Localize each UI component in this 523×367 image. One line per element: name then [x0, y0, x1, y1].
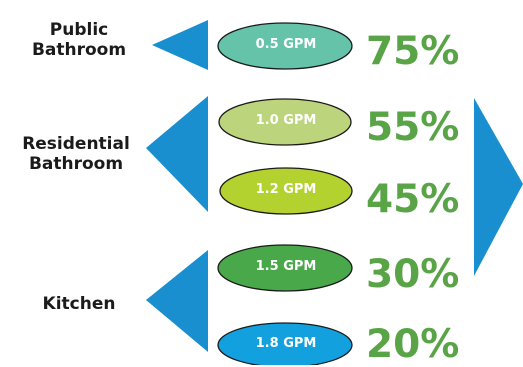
kitchen-arrow-shape	[146, 250, 208, 352]
percent-2: 45%	[366, 177, 460, 222]
residential-bathroom-label: Residential Bathroom	[0, 134, 152, 174]
percent-4: 20%	[366, 322, 460, 367]
flow-rate-label-3: 1.5 GPM	[255, 259, 317, 274]
public-arrow-shape	[152, 20, 208, 70]
ellipse-2	[219, 167, 353, 215]
percent-3: 30%	[366, 252, 460, 297]
flow-rate-label-4: 1.8 GPM	[255, 336, 317, 351]
ellipse-3	[217, 244, 353, 292]
residential-line2: Bathroom	[28, 154, 124, 174]
public-bathroom-label: Public Bathroom	[8, 20, 150, 60]
residential-line1: Residential	[22, 134, 130, 154]
trend-arrow-shape	[474, 98, 523, 276]
percent-1: 55%	[366, 105, 460, 150]
public-line2: Bathroom	[31, 40, 127, 60]
kitchen-label: Kitchen	[42, 294, 116, 314]
ellipse-1	[218, 98, 352, 146]
residential-arrow-shape	[146, 96, 208, 212]
public-line1: Public	[49, 20, 109, 40]
flow-rate-label-2: 1.2 GPM	[255, 182, 317, 197]
ellipse-0	[217, 22, 353, 70]
flow-rate-label-1: 1.0 GPM	[255, 113, 317, 128]
percent-0: 75%	[366, 29, 460, 74]
ellipse-4	[217, 322, 353, 365]
flow-rate-label-0: 0.5 GPM	[255, 37, 317, 52]
